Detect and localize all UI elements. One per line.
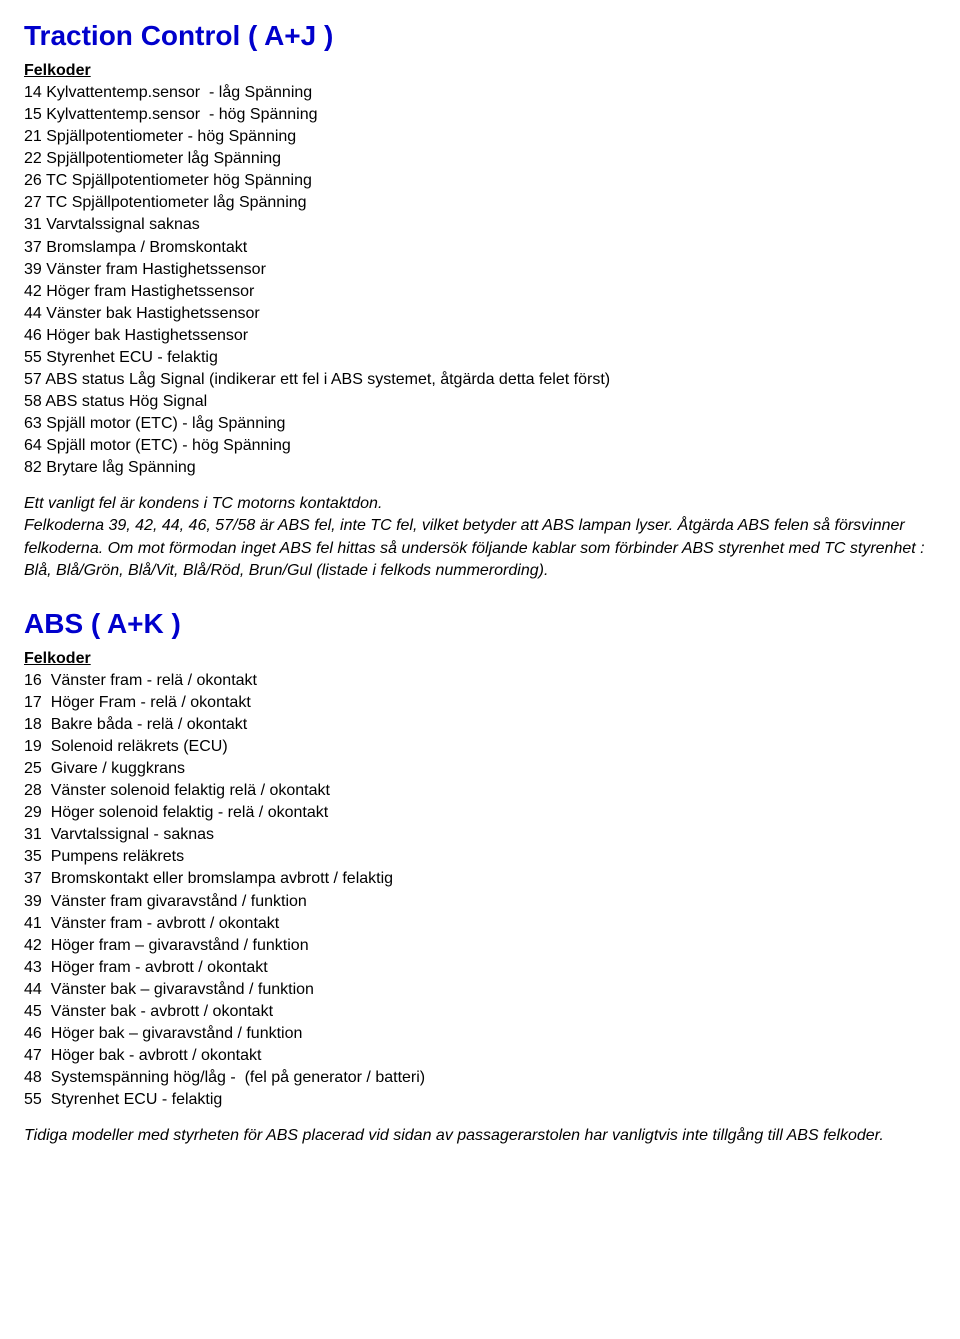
code-row: 28 Vänster solenoid felaktig relä / okon… [24, 780, 936, 802]
code-row: 44 Vänster bak – givaravstånd / funktion [24, 979, 936, 1001]
code-row: 57 ABS status Låg Signal (indikerar ett … [24, 369, 936, 391]
section1-code-list: 14 Kylvattentemp.sensor - låg Spänning15… [24, 82, 936, 479]
section2-note: Tidiga modeller med styrheten för ABS pl… [24, 1125, 936, 1147]
code-row: 64 Spjäll motor (ETC) - hög Spänning [24, 435, 936, 457]
section2-subheading: Felkoder [24, 650, 936, 668]
code-row: 39 Vänster fram givaravstånd / funktion [24, 891, 936, 913]
code-row: 48 Systemspänning hög/låg - (fel på gene… [24, 1067, 936, 1089]
code-row: 55 Styrenhet ECU - felaktig [24, 347, 936, 369]
note-line: Felkoderna 39, 42, 44, 46, 57/58 är ABS … [24, 515, 936, 581]
note-line: Ett vanligt fel är kondens i TC motorns … [24, 493, 936, 515]
code-row: 47 Höger bak - avbrott / okontakt [24, 1045, 936, 1067]
code-row: 37 Bromslampa / Bromskontakt [24, 237, 936, 259]
code-row: 82 Brytare låg Spänning [24, 457, 936, 479]
code-row: 46 Höger bak Hastighetssensor [24, 325, 936, 347]
code-row: 29 Höger solenoid felaktig - relä / okon… [24, 802, 936, 824]
code-row: 42 Höger fram Hastighetssensor [24, 281, 936, 303]
code-row: 14 Kylvattentemp.sensor - låg Spänning [24, 82, 936, 104]
code-row: 63 Spjäll motor (ETC) - låg Spänning [24, 413, 936, 435]
code-row: 17 Höger Fram - relä / okontakt [24, 692, 936, 714]
code-row: 41 Vänster fram - avbrott / okontakt [24, 913, 936, 935]
code-row: 27 TC Spjällpotentiometer låg Spänning [24, 192, 936, 214]
code-row: 44 Vänster bak Hastighetssensor [24, 303, 936, 325]
code-row: 46 Höger bak – givaravstånd / funktion [24, 1023, 936, 1045]
code-row: 45 Vänster bak - avbrott / okontakt [24, 1001, 936, 1023]
code-row: 21 Spjällpotentiometer - hög Spänning [24, 126, 936, 148]
code-row: 26 TC Spjällpotentiometer hög Spänning [24, 170, 936, 192]
code-row: 25 Givare / kuggkrans [24, 758, 936, 780]
code-row: 16 Vänster fram - relä / okontakt [24, 670, 936, 692]
code-row: 22 Spjällpotentiometer låg Spänning [24, 148, 936, 170]
code-row: 15 Kylvattentemp.sensor - hög Spänning [24, 104, 936, 126]
section2-title: ABS ( A+K ) [24, 608, 936, 640]
note-line: Tidiga modeller med styrheten för ABS pl… [24, 1125, 936, 1147]
section2-code-list: 16 Vänster fram - relä / okontakt17 Höge… [24, 670, 936, 1112]
code-row: 42 Höger fram – givaravstånd / funktion [24, 935, 936, 957]
code-row: 37 Bromskontakt eller bromslampa avbrott… [24, 868, 936, 890]
code-row: 18 Bakre båda - relä / okontakt [24, 714, 936, 736]
section1-subheading: Felkoder [24, 62, 936, 80]
code-row: 43 Höger fram - avbrott / okontakt [24, 957, 936, 979]
code-row: 58 ABS status Hög Signal [24, 391, 936, 413]
code-row: 31 Varvtalssignal - saknas [24, 824, 936, 846]
section1-title: Traction Control ( A+J ) [24, 20, 936, 52]
code-row: 19 Solenoid reläkrets (ECU) [24, 736, 936, 758]
section1-note: Ett vanligt fel är kondens i TC motorns … [24, 493, 936, 581]
code-row: 35 Pumpens reläkrets [24, 846, 936, 868]
code-row: 55 Styrenhet ECU - felaktig [24, 1089, 936, 1111]
code-row: 31 Varvtalssignal saknas [24, 214, 936, 236]
code-row: 39 Vänster fram Hastighetssensor [24, 259, 936, 281]
